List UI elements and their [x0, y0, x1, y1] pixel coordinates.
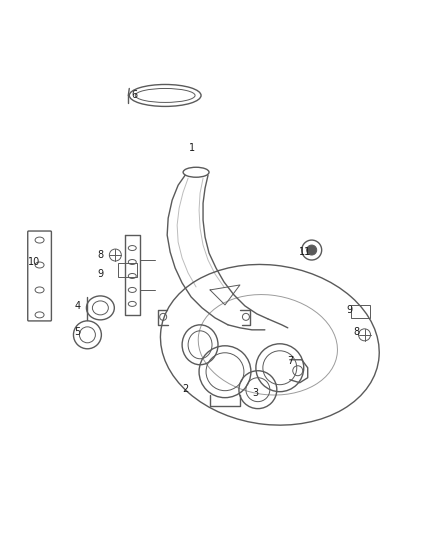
Text: 11: 11: [299, 247, 311, 257]
Text: 2: 2: [182, 384, 188, 394]
Text: 9: 9: [97, 269, 103, 279]
Ellipse shape: [307, 245, 317, 255]
Text: 8: 8: [97, 250, 103, 260]
Text: 5: 5: [74, 327, 81, 337]
Text: 9: 9: [346, 305, 353, 315]
Text: 7: 7: [288, 356, 294, 366]
Text: 3: 3: [252, 387, 258, 398]
Text: 8: 8: [353, 327, 360, 337]
Text: 4: 4: [74, 301, 81, 311]
Text: 6: 6: [131, 91, 138, 100]
Text: 10: 10: [28, 257, 40, 267]
Text: 1: 1: [189, 143, 195, 154]
